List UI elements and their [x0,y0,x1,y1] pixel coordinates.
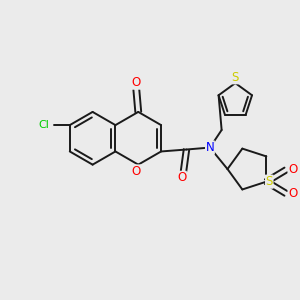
Text: O: O [177,171,186,184]
Text: O: O [288,164,297,176]
Text: O: O [132,76,141,89]
Text: O: O [132,165,141,178]
Text: S: S [266,175,273,188]
Text: N: N [206,141,214,154]
Text: Cl: Cl [38,120,49,130]
Text: O: O [288,187,297,200]
Text: S: S [232,71,239,84]
